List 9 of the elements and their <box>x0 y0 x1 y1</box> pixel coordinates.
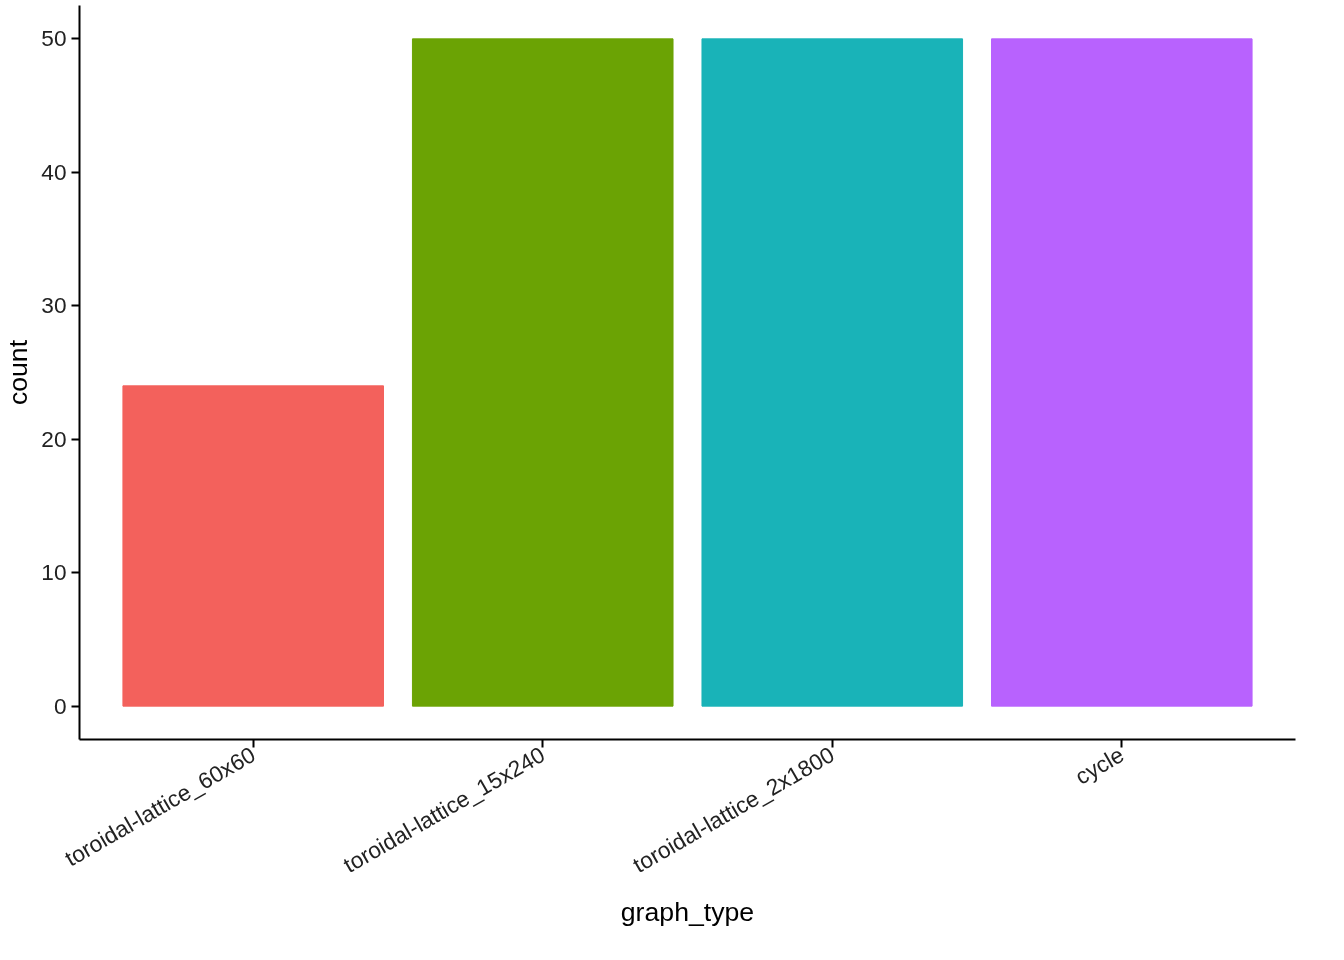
y-tick-label: 20 <box>41 425 67 452</box>
y-tick-label: 30 <box>41 292 67 319</box>
y-tick-label: 0 <box>53 692 67 719</box>
x-tick-label: cycle <box>1070 741 1129 790</box>
x-axis-title: graph_type <box>620 897 755 927</box>
y-axis-title: count <box>3 339 34 406</box>
y-tick-label: 40 <box>41 158 67 185</box>
y-tick-label: 10 <box>41 559 67 586</box>
y-tick-label: 50 <box>41 25 67 52</box>
